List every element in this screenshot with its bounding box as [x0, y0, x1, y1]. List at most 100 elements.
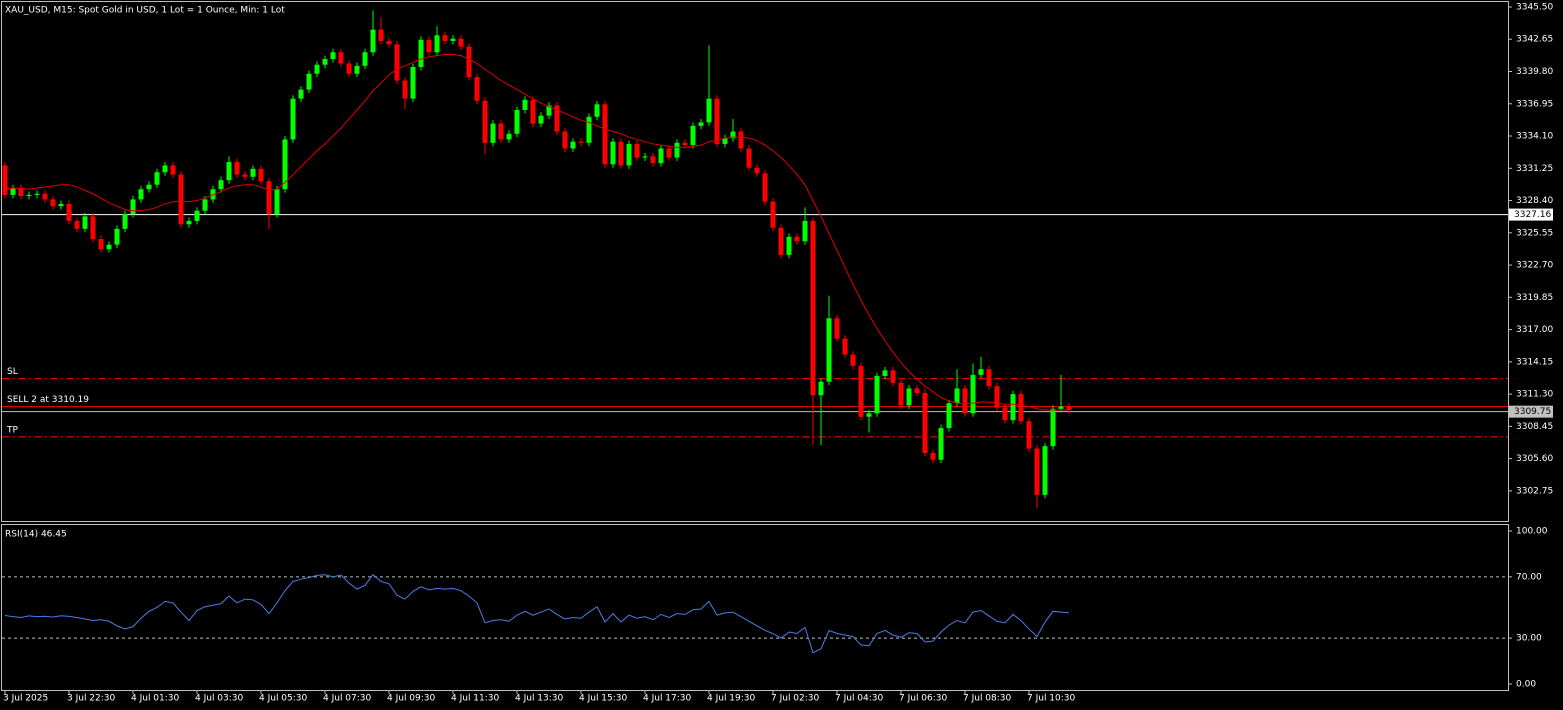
candle-body [970, 374, 976, 414]
candle-body [890, 370, 896, 383]
candle-body [714, 98, 720, 144]
candle-body [298, 89, 304, 99]
candle-body [826, 318, 832, 382]
candle-body [1050, 408, 1056, 447]
y-tick-label: 3305.60 [1516, 454, 1553, 464]
candle-body [282, 139, 288, 190]
candle-body [986, 369, 992, 387]
candle-body [938, 428, 944, 460]
candle-body [570, 141, 576, 149]
candle-body [506, 133, 512, 140]
x-tick-label: 4 Jul 05:30 [259, 694, 308, 704]
y-tick-label: 3328.40 [1516, 196, 1553, 206]
candle-body [522, 99, 528, 110]
x-tick-label: 4 Jul 13:30 [515, 694, 564, 704]
candle-body [410, 66, 416, 99]
x-tick-label: 4 Jul 01:30 [131, 694, 180, 704]
y-tick-label: 70.00 [1516, 572, 1542, 582]
candle-body [746, 148, 752, 168]
candle-body [866, 413, 872, 417]
candle-body [490, 123, 496, 143]
candle-body [610, 141, 616, 165]
candle-body [330, 52, 336, 60]
candle-body [594, 104, 600, 117]
level-label: SL [7, 367, 18, 377]
candle-body [58, 203, 64, 207]
candle-body [258, 168, 264, 182]
y-tick-label: 3322.70 [1516, 261, 1553, 271]
candle-body [778, 227, 784, 255]
candle-body [34, 193, 40, 195]
x-tick-label: 7 Jul 08:30 [963, 694, 1012, 704]
candle-body [434, 35, 440, 53]
candle-body [554, 105, 560, 132]
candle-body [538, 115, 544, 124]
x-tick-label: 4 Jul 07:30 [323, 694, 372, 704]
candle-body [562, 131, 568, 149]
rsi-title: RSI(14) 46.45 [5, 530, 67, 540]
candle-body [690, 125, 696, 146]
y-tick-label: 0.00 [1516, 680, 1536, 690]
candle-body [122, 214, 128, 229]
candle-body [306, 73, 312, 90]
candle-body [354, 65, 360, 74]
candle-body [170, 165, 176, 175]
price-box [1509, 405, 1553, 418]
candle-body [818, 381, 824, 396]
candle-body [1066, 406, 1072, 410]
candle-body [698, 122, 704, 126]
candle-body [706, 98, 712, 123]
candle-body [658, 148, 664, 164]
candle-body [682, 142, 688, 146]
candle-body [898, 382, 904, 406]
candle-body [26, 194, 32, 197]
y-tick-label: 30.00 [1516, 634, 1542, 644]
y-tick-label: 3314.15 [1516, 357, 1553, 367]
y-tick-label: 3311.30 [1516, 390, 1553, 400]
candle-body [906, 388, 912, 406]
candle-body [202, 199, 208, 211]
candle-body [482, 100, 488, 143]
candle-body [234, 162, 240, 175]
candle-body [1026, 421, 1032, 449]
rsi-line [4, 573, 1070, 654]
y-tick-label: 3342.65 [1516, 35, 1553, 45]
candle-body [42, 193, 48, 200]
candle-body [194, 210, 200, 221]
candle-body [794, 236, 800, 242]
candle-body [18, 188, 24, 197]
x-tick-label: 4 Jul 03:30 [195, 694, 244, 704]
rsi-pane-border [1, 524, 1509, 691]
candle-body [162, 165, 168, 173]
x-tick-label: 7 Jul 02:30 [771, 694, 820, 704]
candle-body [138, 189, 144, 200]
candle-body [370, 29, 376, 53]
candle-body [738, 131, 744, 149]
chart-title: XAU_USD, M15: Spot Gold in USD, 1 Lot = … [5, 6, 285, 16]
candle-body [978, 369, 984, 375]
candle-body [578, 141, 584, 143]
candle-body [770, 201, 776, 228]
candle-body [994, 386, 1000, 408]
candle-body [10, 188, 16, 195]
moving-average-line [4, 54, 1069, 411]
candle-body [362, 52, 368, 66]
candle-body [474, 77, 480, 101]
candle-body [602, 104, 608, 165]
y-tick-label: 100.00 [1516, 526, 1548, 536]
candle-body [458, 38, 464, 47]
candle-body [858, 365, 864, 417]
y-tick-label: 3325.55 [1516, 228, 1553, 238]
candle-body [930, 452, 936, 460]
candle-body [1058, 406, 1064, 409]
candle-body [498, 123, 504, 140]
candle-body [450, 38, 456, 41]
candle-body [130, 199, 136, 215]
candle-body [626, 143, 632, 166]
candle-body [106, 244, 112, 250]
candle-body [2, 165, 8, 195]
candle-body [266, 181, 272, 215]
candle-body [874, 375, 880, 414]
candle-body [66, 203, 72, 221]
